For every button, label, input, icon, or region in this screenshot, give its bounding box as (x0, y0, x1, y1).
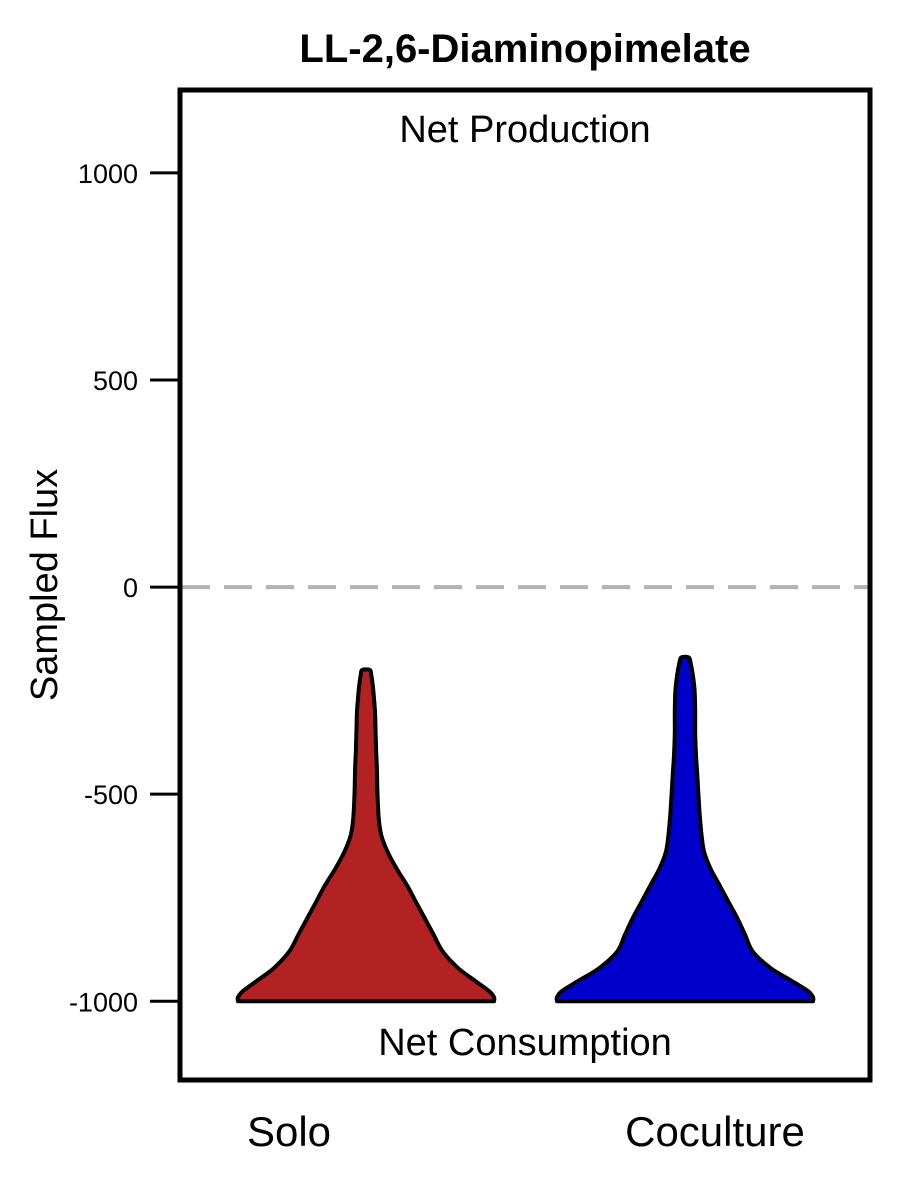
plot-frame (177, 87, 873, 1083)
plot-area: Net Production Net Consumption (177, 87, 873, 1083)
y-axis: 1000 500 0 -500 -1000 (69, 159, 180, 1017)
net-production-label: Net Production (399, 109, 650, 151)
y-tick-label: -1000 (69, 987, 138, 1017)
violin-coculture (554, 654, 816, 1004)
chart-title: LL-2,6-Diaminopimelate (299, 27, 750, 71)
y-tick-label: 0 (123, 573, 138, 603)
y-tick-label: 500 (93, 366, 138, 396)
y-tick-label: -500 (84, 780, 138, 810)
x-axis: Solo Coculture (247, 1108, 805, 1155)
net-consumption-label: Net Consumption (378, 1022, 672, 1064)
violins (235, 654, 816, 1004)
y-axis-label: Sampled Flux (24, 469, 66, 701)
x-category-label: Solo (247, 1108, 331, 1155)
y-tick-label: 1000 (78, 159, 138, 189)
x-category-label: Coculture (625, 1108, 805, 1155)
violin-solo (235, 667, 497, 1004)
